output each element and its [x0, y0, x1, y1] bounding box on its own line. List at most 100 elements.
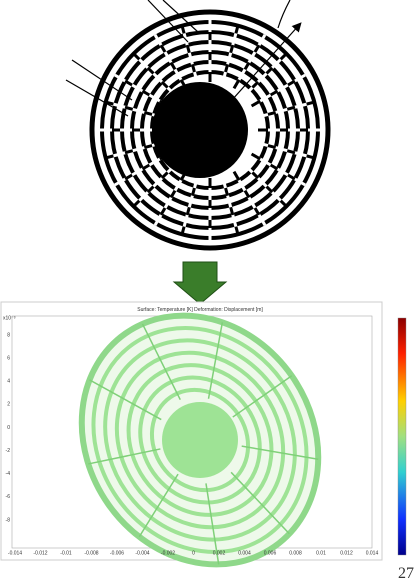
rib: [205, 483, 220, 565]
hub: [162, 402, 238, 478]
gap: [254, 113, 269, 120]
bridge: [250, 152, 261, 161]
rib: [232, 375, 293, 418]
gap: [132, 107, 147, 115]
gap: [292, 176, 307, 187]
gap: [148, 93, 163, 104]
leader-lines: [65, 0, 302, 117]
rib: [88, 448, 161, 465]
gap: [241, 86, 254, 99]
gap: [292, 102, 307, 110]
gap: [254, 140, 269, 147]
x-tick-label: 0.006: [264, 550, 277, 556]
gap: [256, 33, 267, 48]
bridge: [232, 79, 241, 90]
center-hub: [152, 82, 248, 178]
gap: [220, 174, 227, 189]
gap: [269, 58, 282, 71]
gap: [269, 189, 282, 202]
x-tick-label: 0.008: [289, 550, 302, 556]
gap: [173, 68, 184, 83]
page-number: 27: [398, 565, 414, 582]
rib: [138, 473, 179, 538]
bridge: [250, 99, 261, 108]
deformed-disk: [78, 312, 322, 568]
gap: [173, 177, 184, 192]
y-tick-label: 8: [7, 332, 10, 338]
gap: [113, 176, 128, 187]
rib: [207, 322, 224, 399]
y-tick-label: -8: [6, 517, 11, 523]
rib: [141, 323, 181, 401]
x-tick-label: -0.002: [161, 550, 175, 556]
gap: [257, 156, 272, 167]
x-tick-label: -0.012: [33, 550, 47, 556]
down-arrow: [172, 261, 228, 305]
gap: [153, 33, 164, 48]
y-tick-label: 0: [7, 425, 10, 431]
y-tick-label: -2: [6, 448, 11, 454]
gap: [273, 107, 288, 115]
outer-ring: [89, 9, 331, 251]
x-tick-label: 0.002: [213, 550, 226, 556]
gap: [132, 145, 147, 153]
gap: [236, 177, 247, 192]
gap: [113, 73, 128, 84]
gap: [230, 212, 238, 227]
gap: [292, 73, 307, 84]
x-tick-label: 0.01: [316, 550, 326, 556]
gap: [182, 212, 190, 227]
gap: [187, 52, 195, 67]
gap: [163, 51, 174, 65]
x-tick-label: 0.014: [366, 550, 379, 556]
y-tick-label: 6: [7, 355, 10, 361]
gap: [255, 175, 268, 188]
gap: [131, 166, 145, 177]
colorbar: [397, 317, 407, 556]
gap: [138, 58, 151, 71]
rib: [241, 445, 319, 460]
gap: [275, 83, 289, 94]
plot-title: Surface: Temperature [K] Deformation: Di…: [137, 307, 263, 313]
gap: [138, 189, 151, 202]
gap: [241, 161, 254, 174]
y-tick-label: -4: [6, 471, 11, 477]
y-tick-label: -6: [6, 494, 11, 500]
gap: [273, 145, 288, 153]
rib: [89, 379, 162, 421]
gap: [292, 150, 307, 158]
x-tick-label: 0.012: [340, 550, 353, 556]
x-tick-label: -0.008: [84, 550, 98, 556]
gap: [113, 150, 128, 158]
gap: [113, 102, 128, 110]
gap: [225, 193, 233, 208]
gap: [148, 156, 163, 167]
gap: [220, 71, 227, 86]
x-tick-label: 0: [192, 550, 195, 556]
gap: [163, 195, 174, 209]
gap: [152, 72, 165, 85]
gap: [236, 68, 247, 83]
gap: [256, 212, 267, 227]
x-tick-label: 0.004: [238, 550, 251, 556]
y-tick-label: 2: [7, 402, 10, 408]
x-tick-label: -0.004: [135, 550, 149, 556]
gap: [255, 72, 268, 85]
x-tick-label: -0.014: [8, 550, 22, 556]
rib: [230, 471, 290, 535]
y-tick-label: 4: [7, 379, 10, 385]
gap: [187, 193, 195, 208]
gap: [257, 93, 272, 104]
gap: [246, 51, 257, 65]
gap: [131, 83, 145, 94]
gap: [153, 212, 164, 227]
y-exponent: x10⁻³: [3, 315, 16, 321]
gap: [225, 52, 233, 67]
x-tick-label: -0.01: [60, 550, 72, 556]
gap: [275, 166, 289, 177]
bridge: [232, 170, 241, 181]
labyrinth-diagram: [89, 9, 331, 251]
gap: [152, 175, 165, 188]
